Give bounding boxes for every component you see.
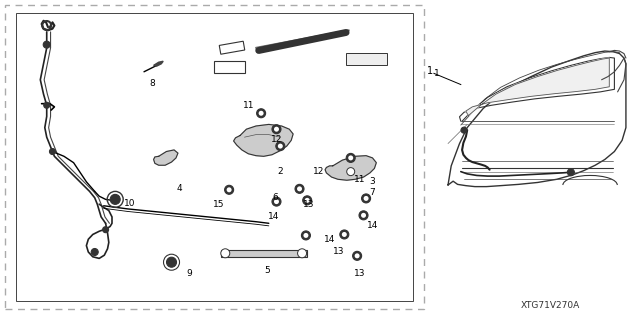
Circle shape <box>340 230 349 239</box>
Text: 6: 6 <box>273 193 278 202</box>
Circle shape <box>272 197 281 206</box>
Text: 15: 15 <box>213 200 225 209</box>
Bar <box>220 41 244 54</box>
Circle shape <box>259 111 264 116</box>
Text: 13: 13 <box>354 269 365 278</box>
Bar <box>346 53 387 65</box>
Text: 11: 11 <box>243 101 254 110</box>
Text: 14: 14 <box>324 235 335 244</box>
Circle shape <box>342 232 347 237</box>
Circle shape <box>274 127 279 132</box>
Text: 1: 1 <box>427 66 433 76</box>
Text: 1: 1 <box>434 69 439 78</box>
Bar <box>214 61 245 73</box>
Circle shape <box>353 251 362 260</box>
Bar <box>221 250 307 257</box>
Text: 4: 4 <box>177 184 182 193</box>
Text: 2: 2 <box>278 167 283 176</box>
Text: 11: 11 <box>354 175 365 184</box>
Circle shape <box>274 199 279 204</box>
FancyArrowPatch shape <box>259 33 346 50</box>
Circle shape <box>346 153 355 162</box>
Circle shape <box>110 194 120 204</box>
Text: 10: 10 <box>124 199 135 208</box>
Text: 7: 7 <box>370 189 375 197</box>
Text: 5: 5 <box>265 266 270 275</box>
Circle shape <box>355 253 360 258</box>
Circle shape <box>295 184 304 193</box>
Text: 3: 3 <box>370 177 375 186</box>
Circle shape <box>303 233 308 238</box>
Text: 14: 14 <box>268 212 280 221</box>
Polygon shape <box>154 61 163 66</box>
Text: XTG71V270A: XTG71V270A <box>521 301 580 310</box>
Circle shape <box>301 231 310 240</box>
Polygon shape <box>466 58 609 115</box>
Circle shape <box>298 249 307 258</box>
Circle shape <box>347 167 355 176</box>
Circle shape <box>362 194 371 203</box>
Bar <box>16 13 413 301</box>
Circle shape <box>44 102 50 108</box>
Circle shape <box>359 211 368 220</box>
Text: 12: 12 <box>313 167 324 176</box>
Polygon shape <box>154 150 178 165</box>
Circle shape <box>276 142 285 151</box>
Circle shape <box>364 196 369 201</box>
Circle shape <box>92 249 98 256</box>
Circle shape <box>49 149 56 154</box>
Circle shape <box>303 196 312 205</box>
Circle shape <box>278 144 283 149</box>
Polygon shape <box>234 124 293 156</box>
Circle shape <box>361 213 366 218</box>
Bar <box>5 5 424 309</box>
Text: 13: 13 <box>333 247 345 256</box>
Circle shape <box>297 186 302 191</box>
Text: 13: 13 <box>303 200 314 209</box>
Circle shape <box>102 227 109 233</box>
Circle shape <box>305 198 310 203</box>
Text: 8: 8 <box>150 79 155 88</box>
Polygon shape <box>325 156 376 180</box>
Text: 14: 14 <box>367 221 378 230</box>
Circle shape <box>568 169 574 176</box>
Circle shape <box>166 257 177 267</box>
Circle shape <box>221 249 230 258</box>
Circle shape <box>257 109 266 118</box>
Circle shape <box>348 155 353 160</box>
Text: 12: 12 <box>271 135 282 144</box>
Circle shape <box>272 125 281 134</box>
Circle shape <box>44 41 50 48</box>
Text: 9: 9 <box>186 269 191 278</box>
Circle shape <box>225 185 234 194</box>
Circle shape <box>227 187 232 192</box>
Circle shape <box>461 127 467 133</box>
